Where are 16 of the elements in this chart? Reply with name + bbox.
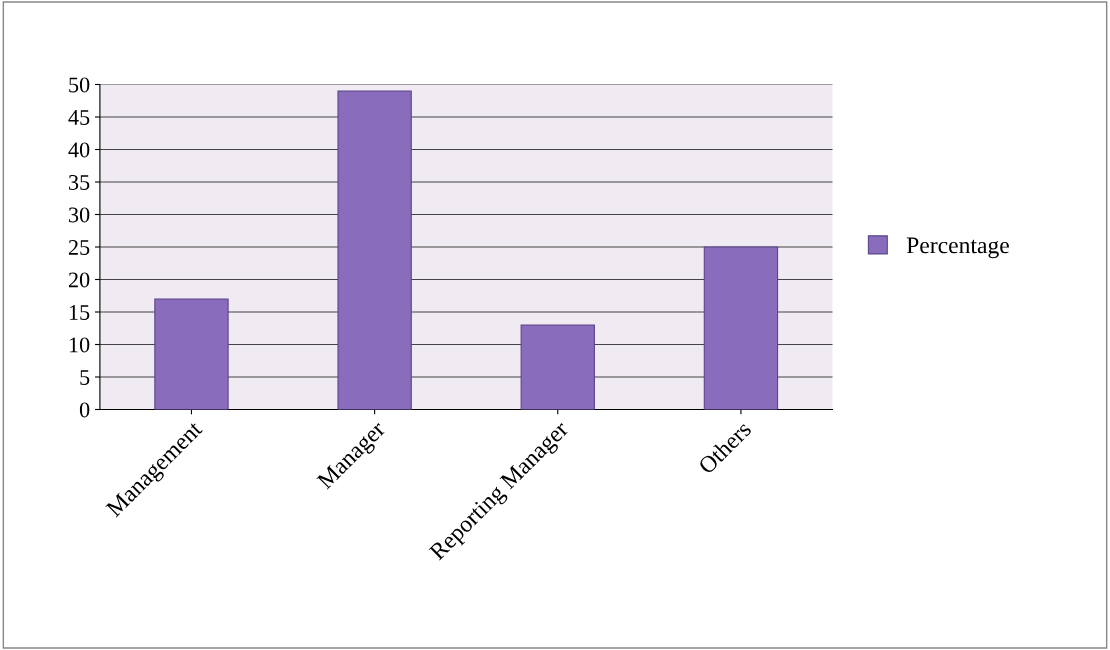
- y-tick-label: 25: [68, 239, 90, 255]
- legend-label: Percentage: [906, 237, 1009, 259]
- y-tick-label: 20: [68, 272, 90, 288]
- y-tick-label: 10: [69, 337, 90, 353]
- y-tick-label: 15: [69, 305, 90, 320]
- y-tick-label: 35: [69, 174, 90, 190]
- bar: [520, 324, 595, 410]
- bar: [703, 246, 779, 410]
- y-tick-label: 50: [69, 77, 90, 93]
- y-tick-label: 45: [68, 110, 90, 125]
- y-tick-label: 40: [68, 142, 90, 158]
- bar: [337, 90, 412, 410]
- bar: [154, 298, 229, 410]
- y-tick-label: 30: [69, 207, 90, 223]
- y-tick-label: 5: [80, 370, 90, 385]
- y-tick-label: 0: [79, 402, 90, 418]
